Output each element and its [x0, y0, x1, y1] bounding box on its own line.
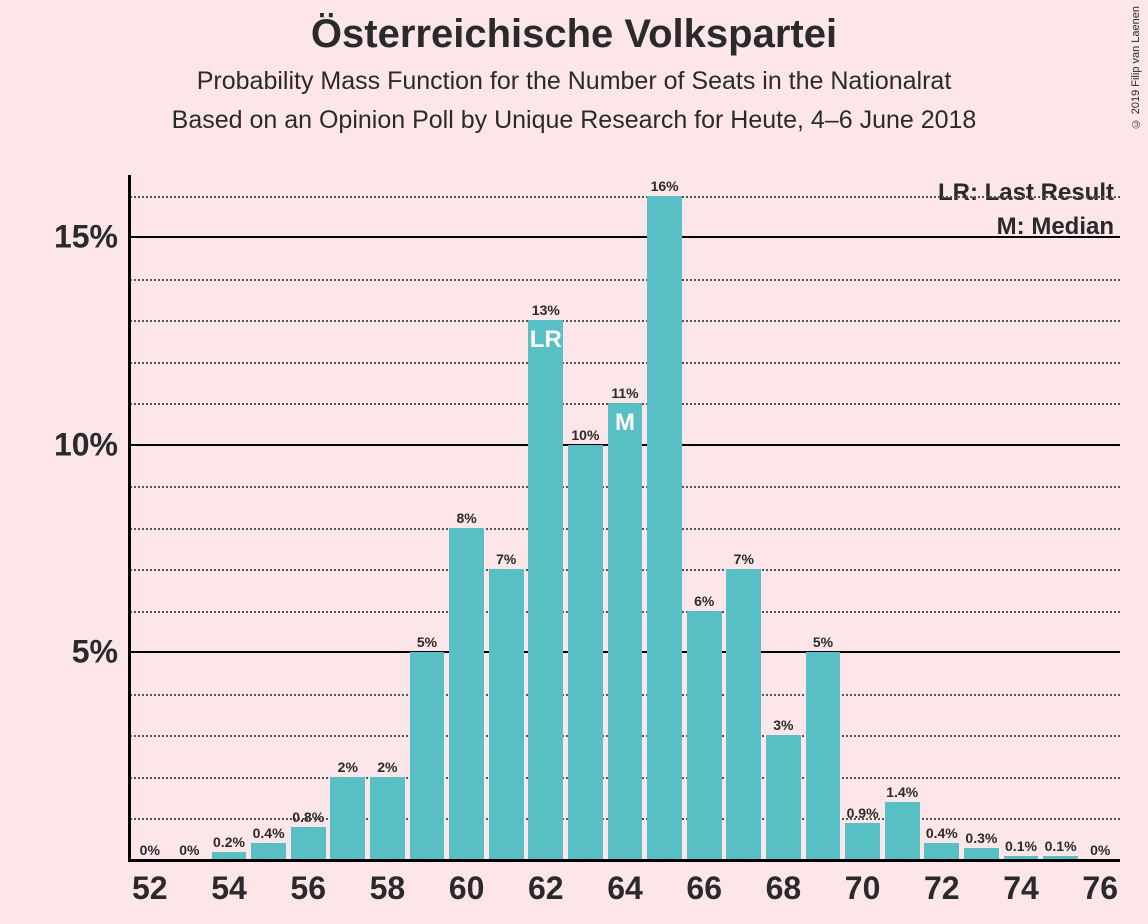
- x-axis-tick-label: 72: [924, 860, 960, 907]
- copyright-text: © 2019 Filip van Laenen: [1130, 6, 1142, 129]
- chart-title: Österreichische Volkspartei: [0, 0, 1148, 57]
- bar-value-label: 7%: [734, 551, 754, 569]
- bar-value-label: 13%: [532, 302, 560, 320]
- x-axis-tick-label: 52: [132, 860, 168, 907]
- bar-value-label: 11%: [611, 385, 638, 403]
- bar: 13%LR: [528, 320, 563, 860]
- grid-line-minor: [130, 320, 1120, 322]
- plot-area: LR: Last Result M: Median 5%10%15%0%520%…: [130, 175, 1120, 860]
- bar: 0.8%: [291, 827, 326, 860]
- bar-value-label: 3%: [773, 717, 793, 735]
- bar: 16%: [647, 196, 682, 860]
- bar-value-label: 0.2%: [213, 834, 245, 852]
- grid-line-minor: [130, 362, 1120, 364]
- bar-value-label: 0.8%: [292, 809, 324, 827]
- y-axis-tick-label: 5%: [72, 634, 130, 671]
- bar-value-label: 0%: [140, 842, 160, 860]
- chart-subtitle-2: Based on an Opinion Poll by Unique Resea…: [0, 106, 1148, 135]
- bar: 5%: [410, 652, 445, 860]
- bar-value-label: 0.9%: [847, 805, 879, 823]
- bar-value-label: 0.4%: [926, 825, 958, 843]
- grid-line-minor: [130, 196, 1120, 198]
- bar-value-label: 0.1%: [1005, 838, 1037, 856]
- bar: 1.4%: [885, 802, 920, 860]
- x-axis-tick-label: 76: [1082, 860, 1118, 907]
- bar-value-label: 10%: [571, 427, 599, 445]
- bar-value-label: 6%: [694, 593, 714, 611]
- x-axis-tick-label: 60: [449, 860, 485, 907]
- bar-value-label: 1.4%: [886, 784, 918, 802]
- bar-value-label: 5%: [813, 634, 833, 652]
- bar-value-label: 2%: [377, 759, 397, 777]
- bar-annotation: M: [615, 409, 635, 437]
- x-axis-tick-label: 66: [686, 860, 722, 907]
- x-axis-tick-label: 64: [607, 860, 643, 907]
- chart-subtitle-1: Probability Mass Function for the Number…: [0, 67, 1148, 96]
- bar: 7%: [726, 569, 761, 860]
- y-axis-tick-label: 10%: [54, 426, 130, 463]
- bar: 10%: [568, 445, 603, 860]
- bar: 2%: [370, 777, 405, 860]
- x-axis-tick-label: 70: [845, 860, 881, 907]
- x-axis-tick-label: 62: [528, 860, 564, 907]
- x-axis-tick-label: 56: [290, 860, 326, 907]
- x-axis-tick-label: 54: [211, 860, 247, 907]
- x-axis: [128, 859, 1120, 862]
- bar: 0.9%: [845, 823, 880, 860]
- grid-line-minor: [130, 279, 1120, 281]
- legend-last-result: LR: Last Result: [938, 179, 1114, 207]
- y-axis: [128, 175, 131, 860]
- chart-container: © 2019 Filip van Laenen Österreichische …: [0, 0, 1148, 924]
- x-axis-tick-label: 74: [1003, 860, 1039, 907]
- bar-value-label: 0.3%: [965, 830, 997, 848]
- bar-value-label: 7%: [496, 551, 516, 569]
- bar-value-label: 5%: [417, 634, 437, 652]
- bar: 5%: [806, 652, 841, 860]
- bar-value-label: 0.4%: [253, 825, 285, 843]
- bar: 3%: [766, 735, 801, 860]
- x-axis-tick-label: 58: [370, 860, 406, 907]
- bar: 7%: [489, 569, 524, 860]
- bar: 8%: [449, 528, 484, 860]
- bar: 2%: [330, 777, 365, 860]
- bar: 0.4%: [251, 843, 286, 860]
- bar-annotation: LR: [530, 326, 562, 354]
- bar: 6%: [687, 611, 722, 860]
- bar-value-label: 0%: [1090, 842, 1110, 860]
- bar: 0.4%: [924, 843, 959, 860]
- x-axis-tick-label: 68: [766, 860, 802, 907]
- bar-value-label: 8%: [456, 510, 476, 528]
- grid-line-major: [130, 236, 1120, 238]
- y-axis-tick-label: 15%: [54, 219, 130, 256]
- bar: 11%M: [608, 403, 643, 860]
- bar-value-label: 2%: [338, 759, 358, 777]
- bar-value-label: 0%: [179, 842, 199, 860]
- bar-value-label: 16%: [651, 178, 679, 196]
- bar-value-label: 0.1%: [1045, 838, 1077, 856]
